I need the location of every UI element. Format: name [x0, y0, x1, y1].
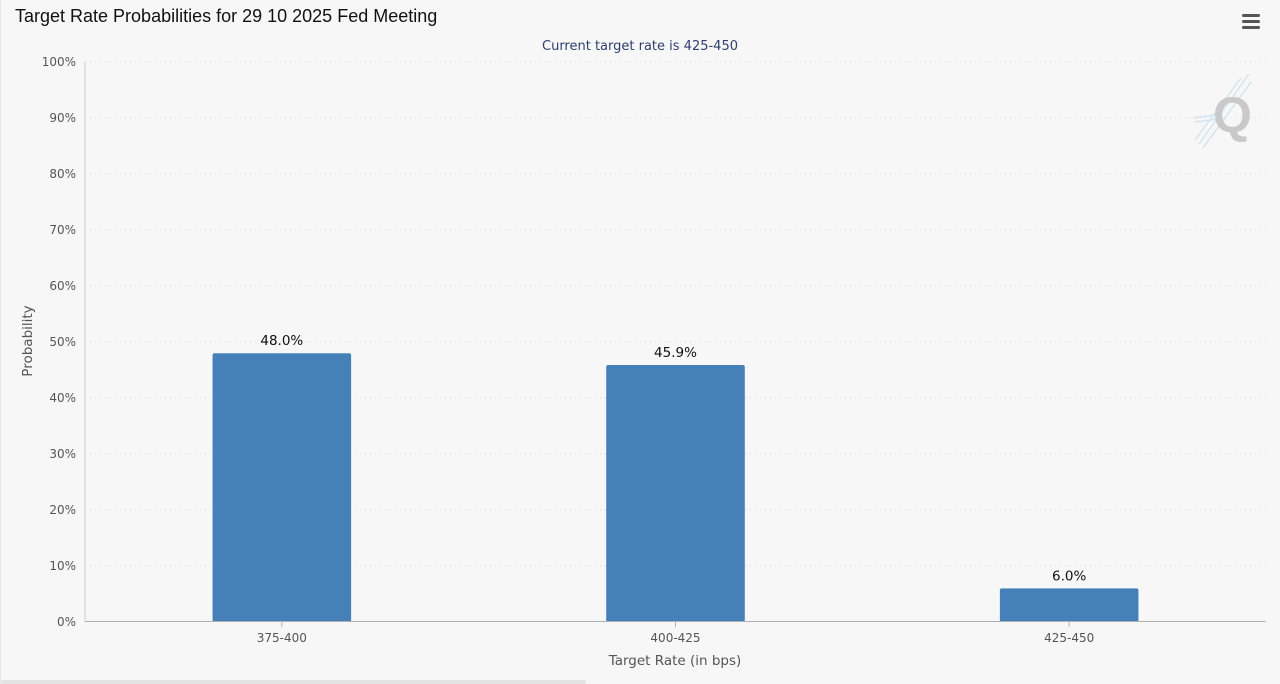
x-tick-label: 425-450 [1044, 631, 1094, 645]
x-tick-label: 400-425 [650, 631, 700, 645]
y-axis-label: Probability [20, 305, 36, 376]
y-tick-label: 70% [49, 223, 76, 237]
y-tick-label: 80% [49, 167, 76, 181]
y-tick-label: 40% [49, 391, 76, 405]
data-label: 45.9% [654, 345, 697, 361]
data-label: 48.0% [260, 333, 303, 349]
svg-text:Q: Q [1213, 87, 1252, 143]
q-logo-watermark: Q [1192, 73, 1252, 149]
bars: 48.0% 45.9% 6.0% [212, 333, 1139, 622]
y-tick-label: 30% [49, 447, 76, 461]
x-axis-ticks: 375-400 400-425 425-450 [257, 622, 1094, 645]
y-tick-label: 60% [49, 279, 76, 293]
data-label: 6.0% [1052, 568, 1086, 584]
x-axis-label: Target Rate (in bps) [608, 653, 742, 669]
hamburger-menu-icon[interactable] [1239, 12, 1263, 32]
bar-375-400[interactable] [212, 353, 352, 622]
y-tick-label: 100% [42, 55, 76, 69]
chart-title: Target Rate Probabilities for 29 10 2025… [15, 6, 438, 26]
horizontal-scrollbar[interactable] [1, 680, 586, 684]
bar-400-425[interactable] [606, 364, 745, 622]
y-tick-label: 90% [49, 111, 76, 125]
x-tick-label: 375-400 [257, 631, 307, 645]
y-tick-label: 0% [57, 615, 76, 629]
chart-subtitle: Current target rate is 425-450 [542, 39, 738, 54]
y-tick-label: 50% [49, 335, 76, 349]
bar-425-450[interactable] [999, 588, 1139, 622]
y-tick-label: 20% [49, 503, 76, 517]
y-axis-ticks: 0% 10% 20% 30% 40% 50% 60% 70% 80% 90% 100% [42, 55, 76, 629]
y-tick-label: 10% [49, 559, 76, 573]
